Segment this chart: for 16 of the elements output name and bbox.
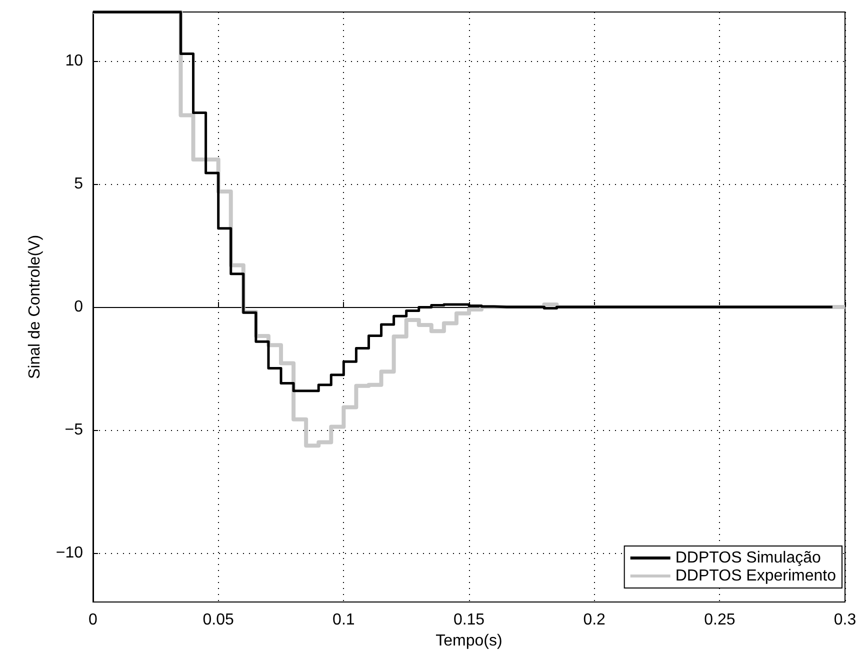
y-tick-label: 5: [74, 176, 84, 193]
x-tick-label: 0.05: [202, 612, 234, 628]
x-axis-title: Tempo(s): [436, 632, 502, 650]
x-tick-label: 0.15: [453, 612, 485, 628]
y-axis-title: Sinal de Controle(V): [26, 234, 44, 380]
y-tick-label: −5: [64, 421, 84, 438]
x-tick-label: 0.2: [583, 612, 606, 628]
legend-label: DDPTOS Experimento: [675, 568, 836, 584]
x-tick-label: 0: [88, 612, 98, 628]
y-tick-label: −10: [56, 544, 84, 562]
y-tick-label: 10: [65, 52, 84, 70]
y-tick-label: 0: [74, 298, 84, 316]
x-tick-label: 0.1: [332, 612, 355, 628]
legend-label: DDPTOS Simulação: [675, 550, 821, 566]
x-tick-label: 0.25: [704, 612, 736, 628]
x-tick-label: 0.3: [834, 612, 856, 628]
